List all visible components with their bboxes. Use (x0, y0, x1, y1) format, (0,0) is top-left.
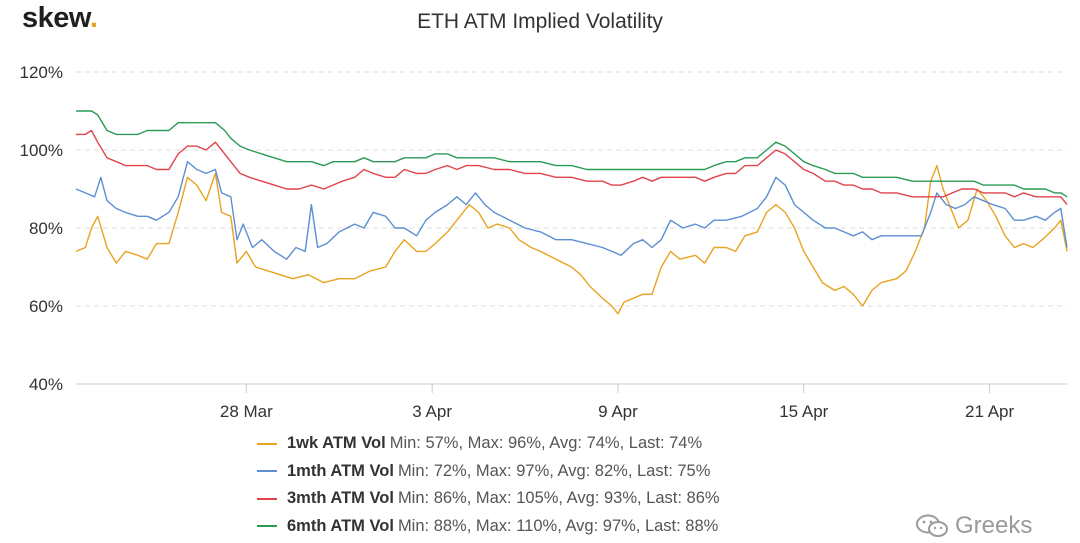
legend-swatch (257, 470, 277, 473)
legend-item[interactable]: 6mth ATM Vol Min: 88%, Max: 110%, Avg: 97… (257, 513, 720, 541)
legend: 1wk ATM Vol Min: 57%, Max: 96%, Avg: 74%,… (257, 430, 720, 540)
grid-lines (76, 71, 1067, 307)
legend-series-name: 1mth ATM Vol (287, 461, 394, 480)
y-tick-label: 100% (20, 141, 63, 160)
legend-series-name: 6mth ATM Vol (287, 516, 394, 535)
series-line-1wk (75, 164, 1068, 315)
legend-series-name: 3mth ATM Vol (287, 489, 394, 508)
legend-series-stats: Min: 72%, Max: 97%, Avg: 82%, Last: 75% (397, 461, 711, 480)
series-line-6mth (76, 110, 1068, 198)
legend-series-stats: Min: 88%, Max: 110%, Avg: 97%, Last: 88% (397, 516, 719, 535)
legend-swatch (257, 525, 277, 528)
x-tick-label: 21 Apr (965, 402, 1014, 421)
brand-dot: . (89, 2, 98, 34)
chart-title: ETH ATM Implied Volatility (417, 10, 663, 33)
x-tick-label: 15 Apr (779, 402, 828, 421)
watermark-text: Greeks (955, 512, 1033, 539)
y-tick-label: 80% (29, 219, 63, 238)
watermark: Greeks (915, 512, 1032, 540)
x-tick-label: 28 Mar (220, 402, 273, 421)
legend-item[interactable]: 3mth ATM Vol Min: 86%, Max: 105%, Avg: 93… (257, 485, 720, 513)
legend-series-stats: Min: 57%, Max: 96%, Avg: 74%, Last: 74% (389, 434, 703, 453)
legend-swatch (257, 442, 277, 445)
legend-item[interactable]: 1wk ATM Vol Min: 57%, Max: 96%, Avg: 74%,… (257, 430, 720, 458)
x-axis-ticks: 28 Mar 3 Apr 9 Apr 15 Apr 21 Apr (220, 384, 1014, 421)
x-tick-label: 3 Apr (412, 402, 452, 421)
skew-logo: skew. (22, 2, 98, 35)
brand-name: skew (22, 2, 90, 34)
y-tick-label: 60% (29, 297, 63, 316)
series-lines (75, 110, 1068, 315)
y-tick-label: 40% (29, 375, 63, 394)
legend-series-stats: Min: 86%, Max: 105%, Avg: 93%, Last: 86% (397, 489, 720, 508)
y-tick-label: 120% (20, 63, 63, 82)
legend-series-name: 1wk ATM Vol (287, 434, 386, 453)
x-tick-label: 9 Apr (598, 402, 638, 421)
series-line-1mth (75, 161, 1068, 260)
legend-swatch (257, 497, 277, 500)
wechat-icon (916, 514, 948, 537)
line-chart: 40% 60% 80% 100% 120% 28 Mar 3 Apr 9 Apr 15 Apr… (20, 63, 1068, 421)
y-axis-ticks: 40% 60% 80% 100% 120% (20, 63, 63, 394)
series-line-3mth (76, 129, 1068, 206)
legend-item[interactable]: 1mth ATM Vol Min: 72%, Max: 97%, Avg: 82%… (257, 458, 720, 486)
